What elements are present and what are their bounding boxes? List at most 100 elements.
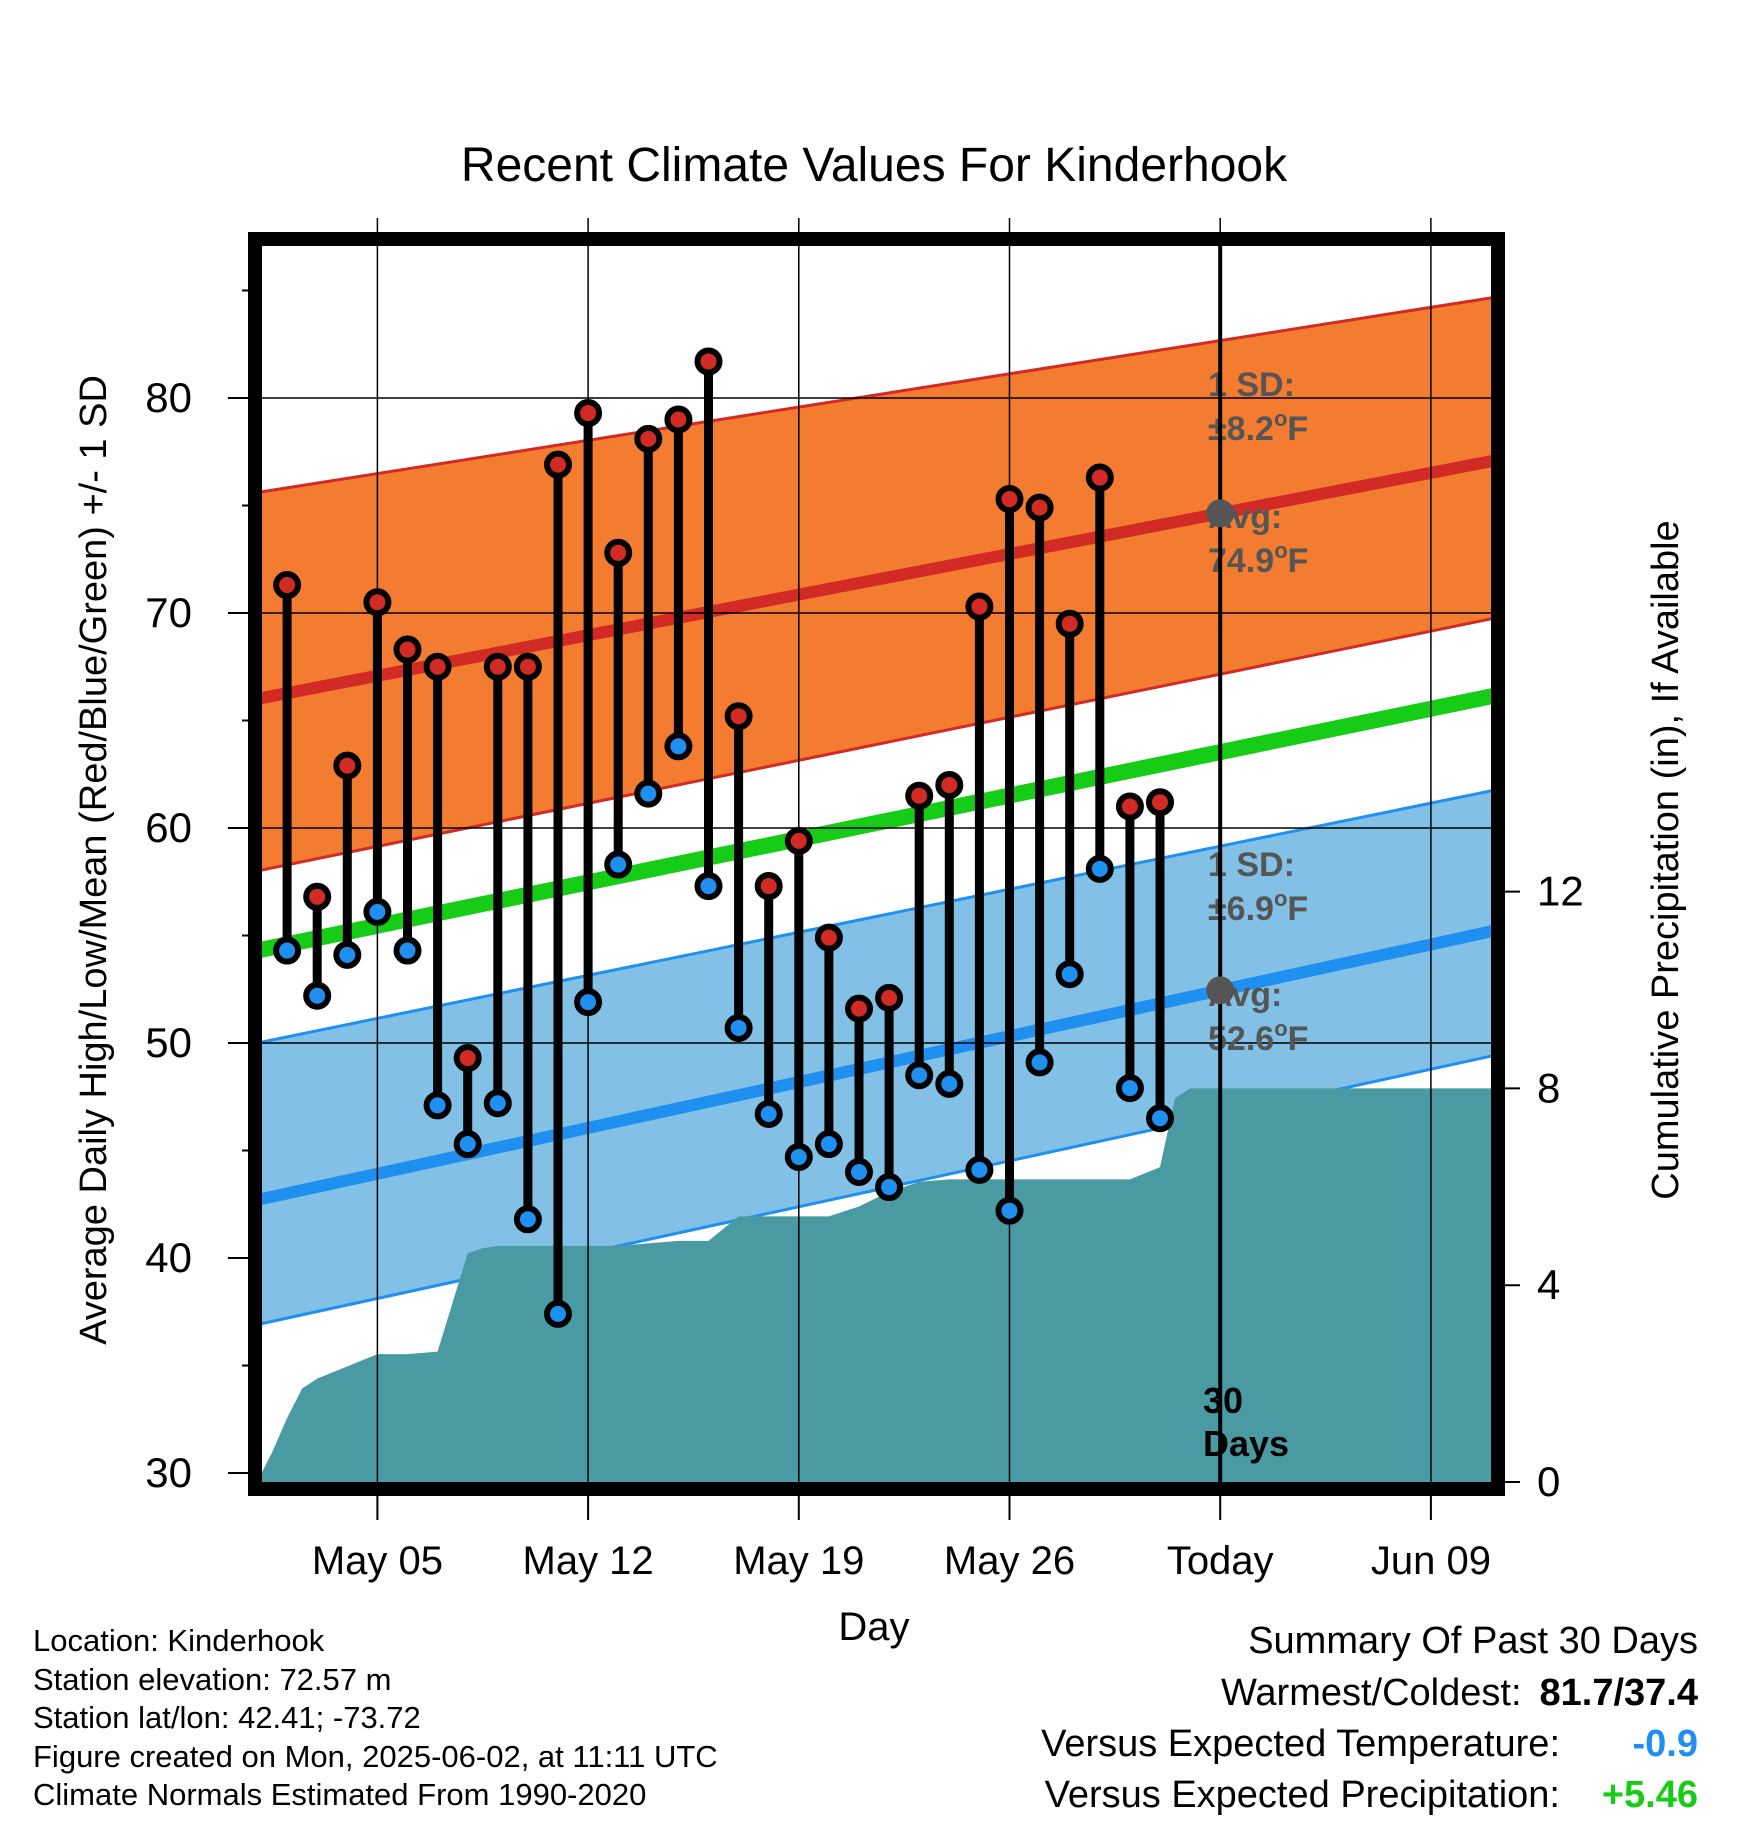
daily-high-dot [574,399,603,428]
daily-high-dot [453,1044,482,1073]
daily-high-dot [273,571,302,600]
daily-high-dot [1025,493,1054,522]
daily-low-dot [1146,1104,1174,1133]
daily-high-dot [875,983,904,1012]
today-low-marker [1206,976,1235,1005]
latlon-text: Station lat/lon: 42.41; -73.72 [33,1700,421,1735]
temp-label: Versus Expected Temperature: [1041,1723,1560,1765]
daily-high-dot [694,347,723,376]
daily-low-dot [483,1089,512,1118]
daily-high-dot [935,771,964,799]
annotation-value: 74.9oF [1208,538,1308,580]
daily-low-dot [935,1069,964,1098]
daily-low-dot [513,1205,542,1234]
summary-heading: Summary Of Past 30 Days [1248,1620,1698,1662]
y-tick-label: 30 [145,1449,192,1496]
temp-value: -0.9 [1632,1723,1698,1765]
daily-high-dot [995,485,1024,514]
y2-axis-title: Cumulative Precipitation (in), If Availa… [1645,520,1687,1199]
daily-low-dot [694,872,723,901]
daily-high-dot [604,538,633,567]
annotation-value: ±6.9oF [1208,886,1308,928]
daily-low-dot [273,936,302,965]
daily-high-dot [845,994,873,1023]
daily-high-dot [303,882,332,911]
warm-cold-label: Warmest/Coldest: [1220,1672,1522,1714]
daily-high-dot [1146,788,1174,817]
location-text: Location: Kinderhook [33,1623,325,1658]
days-count: 30 [1203,1380,1243,1421]
precip-area [262,1088,1491,1482]
annotation-label: 1 SD: [1208,846,1295,884]
x-axis-title: Day [838,1605,909,1649]
daily-low-dot [544,1299,572,1328]
x-tick-label: May 12 [523,1539,654,1583]
daily-high-dot [513,652,542,681]
high-upper-line [262,296,1491,494]
daily-low-dot [1115,1074,1144,1103]
annotation-value: 52.6oF [1208,1016,1308,1058]
y-tick-label: 80 [145,374,192,421]
daily-low-dot [574,988,603,1017]
low-sd-band [262,790,1491,1324]
precip-label: Versus Expected Precipitation: [1044,1774,1560,1816]
daily-low-dot [845,1158,873,1186]
daily-low-dot [1055,960,1084,989]
daily-high-dot [423,652,452,681]
daily-high-dot [965,592,994,621]
daily-high-dot [664,405,693,434]
summary-warm-cold: Warmest/Coldest: 81.7/37.4 [1041,1668,1698,1719]
mean-normal-line [262,688,1491,958]
chart-title: Recent Climate Values For Kinderhook [461,139,1288,192]
y2-tick-label: 0 [1537,1458,1560,1505]
y2-tick-label: 12 [1537,868,1584,915]
y2-tick-label: 4 [1537,1261,1560,1308]
y-tick-label: 40 [145,1234,192,1281]
daily-high-dot [1115,792,1144,821]
annotation-value: ±8.2oF [1208,406,1308,448]
daily-high-dot [724,702,753,731]
daily-high-dot [333,751,362,780]
daily-high-dot [1085,463,1114,492]
sd-annotation: 1 SD:±8.2oF [1208,366,1308,448]
left-axis-ticks [228,289,255,1474]
y-axis-title: Average Daily High/Low/Mean (Red/Blue/Gr… [73,375,115,1345]
daily-low-dot [784,1142,813,1171]
y2-tick-label: 8 [1537,1064,1560,1111]
x-tick-label: Jun 09 [1371,1539,1491,1583]
normals-text: Climate Normals Estimated From 1990-2020 [33,1777,647,1812]
plot-frame [248,232,1505,1496]
summary-precip: Versus Expected Precipitation: +5.46 [1041,1770,1698,1821]
today-high-marker [1206,499,1235,528]
daily-low-dot [724,1013,753,1042]
x-axis-ticks [376,1496,1432,1520]
daily-low-dot [814,1130,843,1159]
right-axis-ticks [1498,890,1520,1483]
daily-low-dot [1085,854,1114,883]
daily-low-dot [875,1173,904,1202]
daily-low-dot [393,936,422,965]
daily-high-dot [754,872,783,901]
x-tick-label: May 19 [733,1539,864,1583]
x-tick-label: May 26 [944,1539,1075,1583]
daily-high-dot [544,450,572,479]
sd-annotation: 1 SD:±6.9oF [1208,846,1308,928]
warm-cold-value: 81.7/37.4 [1539,1672,1698,1714]
plot-area [262,296,1491,1482]
x-tick-label: Today [1167,1539,1274,1583]
daily-low-dot [303,981,332,1010]
high-lower-line [262,617,1491,872]
daily-low-dot [664,732,693,761]
low-upper-line [262,789,1491,1044]
daily-high-dot [634,424,663,453]
daily-low-dot [754,1099,783,1128]
daily-high-dot [393,635,422,664]
high-normal-line [262,455,1491,705]
y-tick-label: 50 [145,1019,192,1066]
daily-low-dot [965,1155,994,1184]
daily-low-dot [333,940,362,969]
daily-low-dot [423,1091,452,1120]
daily-high-dot [483,652,512,681]
